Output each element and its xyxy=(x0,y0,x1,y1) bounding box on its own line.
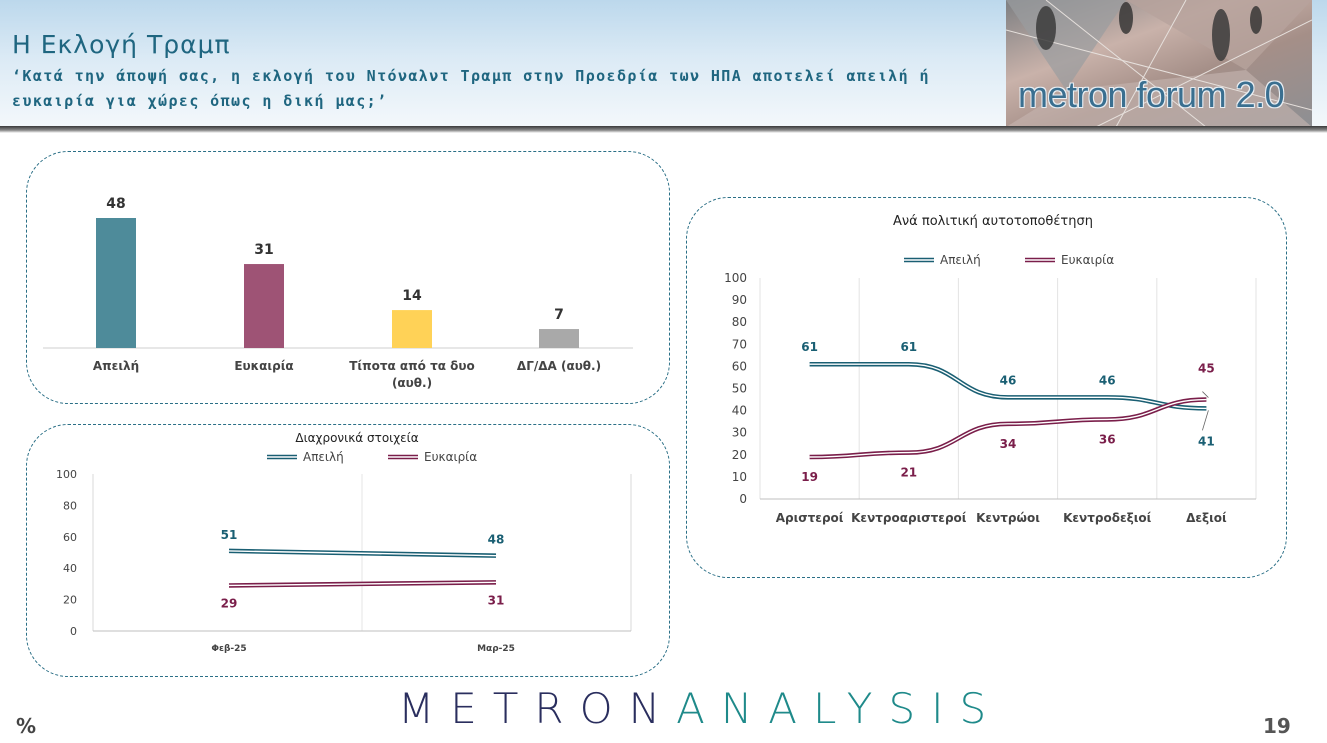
political-chart-panel: Ανά πολιτική αυτοτοποθέτηση Απειλή Ευκαιρ… xyxy=(686,197,1287,578)
pol-point-label-opportunity-3: 36 xyxy=(1099,432,1116,446)
bar-category-label-0: Απειλή xyxy=(93,359,139,373)
trend-y-tick-100: 100 xyxy=(56,468,77,481)
page-number: 19 xyxy=(1263,714,1291,738)
page-title: Η Εκλογή Τραμπ xyxy=(12,30,231,59)
trend-point-label-opportunity-0: 29 xyxy=(221,596,238,610)
pol-leader-threat xyxy=(1202,410,1209,431)
trend-line-opportunity-inner xyxy=(228,581,497,587)
logo-metron: METRON xyxy=(398,684,677,733)
pol-point-label-threat-3: 46 xyxy=(1099,373,1116,387)
trend-y-tick-80: 80 xyxy=(63,499,77,512)
trend-point-label-threat-1: 48 xyxy=(488,533,505,547)
pol-point-label-opportunity-1: 21 xyxy=(900,466,917,480)
pol-point-label-threat-2: 46 xyxy=(1000,373,1017,387)
pol-point-label-opportunity-2: 34 xyxy=(1000,437,1017,451)
bar-0 xyxy=(96,218,136,348)
pol-point-label-threat-1: 61 xyxy=(900,340,917,354)
trend-y-tick-40: 40 xyxy=(63,562,77,575)
bar-category-label-1: Ευκαιρία xyxy=(234,359,293,373)
logo-background-art xyxy=(1006,0,1312,127)
bar-2 xyxy=(392,310,432,348)
pol-y-tick-40: 40 xyxy=(732,404,747,418)
pol-y-tick-90: 90 xyxy=(732,293,747,307)
bar-category-label-3: ΔΓ/ΔΑ (αυθ.) xyxy=(517,359,601,373)
legend-label-threat: Απειλή xyxy=(940,253,981,267)
bar-value-label-3: 7 xyxy=(554,307,564,323)
metron-analysis-logo: METRONANALYSIS xyxy=(398,684,1002,733)
pol-x-tick-3: Κεντροδεξιοί xyxy=(1063,511,1152,525)
pol-y-tick-0: 0 xyxy=(739,492,747,506)
pol-leader-opportunity xyxy=(1202,391,1209,398)
bar-3 xyxy=(539,329,579,348)
pol-y-tick-80: 80 xyxy=(732,315,747,329)
pol-x-tick-0: Αριστεροί xyxy=(776,511,844,525)
bar-value-label-0: 48 xyxy=(106,196,125,212)
trend-point-label-opportunity-1: 31 xyxy=(488,593,505,607)
trend-y-tick-60: 60 xyxy=(63,531,77,544)
pol-y-tick-70: 70 xyxy=(732,337,747,351)
pol-y-tick-10: 10 xyxy=(732,470,747,484)
trend-point-label-threat-0: 51 xyxy=(221,528,238,542)
pol-line-opportunity-inner xyxy=(809,398,1207,458)
page-subtitle: ‘Κατά την άποψή σας, η εκλογή του Ντόναλ… xyxy=(12,67,930,110)
pol-point-label-opportunity-4: 45 xyxy=(1198,362,1215,376)
pol-line-threat-inner xyxy=(809,363,1207,410)
pol-point-label-opportunity-0: 19 xyxy=(801,470,818,484)
trend-line-threat-inner xyxy=(228,550,497,557)
trend-x-tick-1: Μαρ-25 xyxy=(477,644,515,654)
pol-point-label-threat-0: 61 xyxy=(801,340,818,354)
bar-value-label-2: 14 xyxy=(402,288,422,304)
legend-label-threat: Απειλή xyxy=(303,450,344,464)
logo-text: metron forum 2.0 xyxy=(1018,74,1285,115)
pol-y-tick-20: 20 xyxy=(732,448,747,462)
overall-bar-chart-panel: 48 31 14 7 Απειλή Ευκαιρία Τίποτα από τα δυο (α… xyxy=(26,151,670,404)
overall-bar-chart: 48 31 14 7 Απειλή Ευκαιρία Τίποτα από τα δυο (α… xyxy=(43,196,633,390)
bar-category-label-2-line2: (αυθ.) xyxy=(392,376,432,390)
political-line-chart: Ανά πολιτική αυτοτοποθέτηση Απειλή Ευκαιρ… xyxy=(724,214,1257,525)
pol-x-tick-2: Κεντρώοι xyxy=(976,511,1040,525)
trend-chart-panel: Διαχρονικά στοιχεία Απειλή Ευκαιρία 0 20 40 6… xyxy=(26,424,670,677)
header-banner: Η Εκλογή Τραμπ ‘Κατά την άποψή σας, η εκ… xyxy=(0,0,1327,128)
bar-value-label-1: 31 xyxy=(254,242,273,258)
pol-x-tick-4: Δεξιοί xyxy=(1186,511,1227,525)
pol-y-tick-50: 50 xyxy=(732,382,747,396)
header-shadow xyxy=(0,126,1327,133)
pol-y-tick-30: 30 xyxy=(732,426,747,440)
trend-line-chart: Διαχρονικά στοιχεία Απειλή Ευκαιρία 0 20 40 6… xyxy=(56,431,632,654)
pol-y-tick-100: 100 xyxy=(724,271,747,285)
trend-x-tick-0: Φεβ-25 xyxy=(211,644,246,654)
legend-label-opportunity: Ευκαιρία xyxy=(424,450,477,464)
trend-y-tick-0: 0 xyxy=(70,625,77,638)
pol-y-tick-60: 60 xyxy=(732,359,747,373)
percent-mark: % xyxy=(16,714,37,738)
trend-chart-title: Διαχρονικά στοιχεία xyxy=(295,431,418,445)
pol-point-label-threat-4: 41 xyxy=(1198,434,1215,448)
legend-label-opportunity: Ευκαιρία xyxy=(1061,253,1114,267)
political-chart-title: Ανά πολιτική αυτοτοποθέτηση xyxy=(893,214,1093,229)
bar-category-label-2-line1: Τίποτα από τα δυο xyxy=(349,359,475,373)
logo-analysis: ANALYSIS xyxy=(676,684,1003,733)
trend-y-tick-20: 20 xyxy=(63,594,77,607)
metron-forum-logo: metron forum 2.0 xyxy=(1006,0,1312,127)
bar-1 xyxy=(244,264,284,348)
pol-x-tick-1: Κεντροαριστεροί xyxy=(851,511,967,525)
